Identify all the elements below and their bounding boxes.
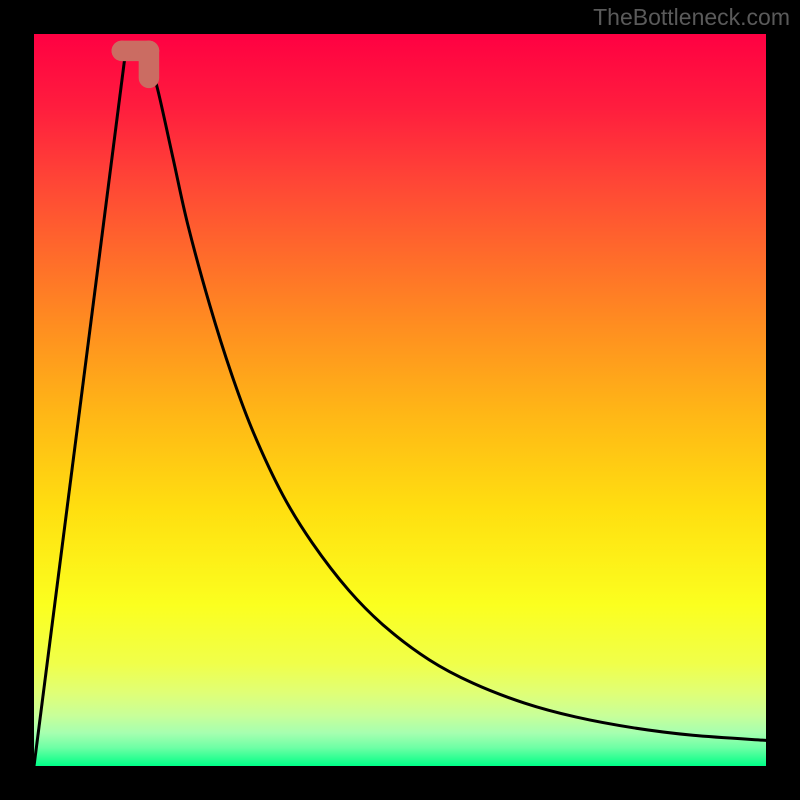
- gradient-background: [34, 34, 766, 766]
- bottleneck-chart: [34, 34, 766, 766]
- chart-container: TheBottleneck.com: [0, 0, 800, 800]
- plot-area: [34, 34, 766, 766]
- watermark-text: TheBottleneck.com: [593, 4, 790, 31]
